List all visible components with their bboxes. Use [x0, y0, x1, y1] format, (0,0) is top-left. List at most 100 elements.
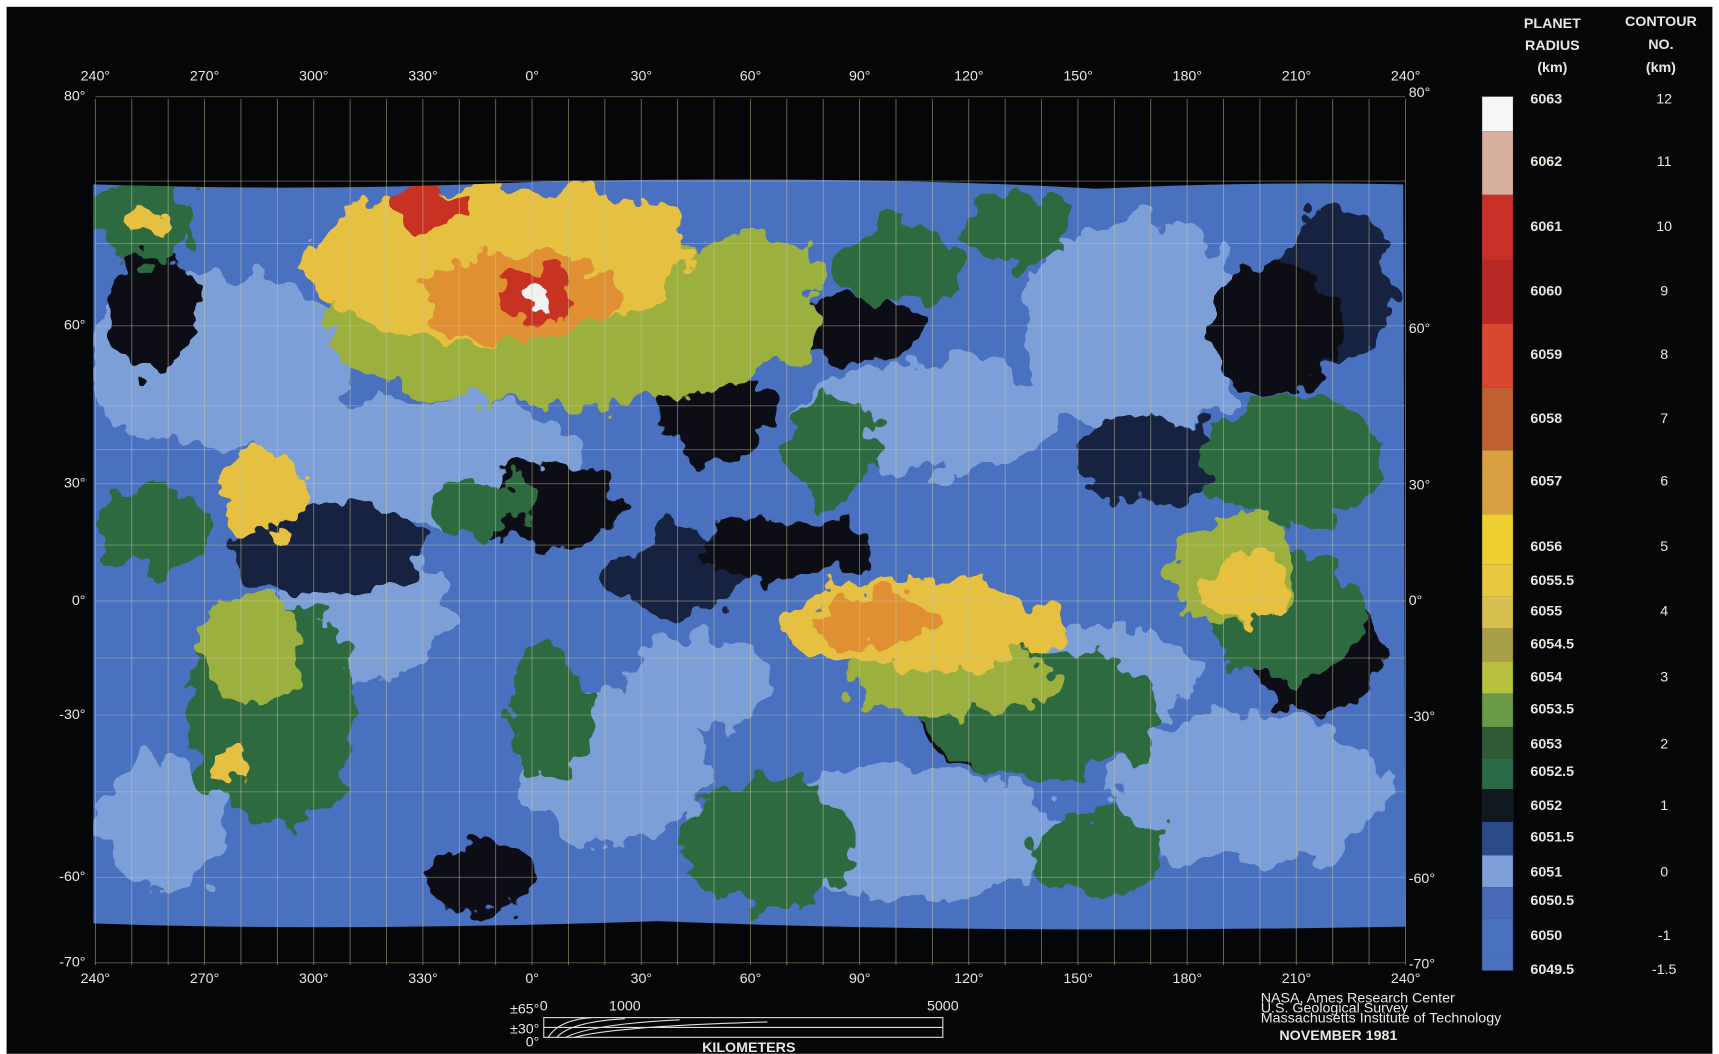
terrain-region — [964, 197, 1075, 264]
credit: NASA, Ames Research Center — [1261, 991, 1455, 1007]
radius-label: 6051 — [1530, 865, 1562, 881]
labels: 240° 270° 300° 330° 0° 30° 60° 90° 120° 150° 180° 2… — [59, 69, 1502, 1054]
credit: Massachusetts Institute of Technology — [1261, 1010, 1502, 1026]
longitude-label: 270° — [190, 69, 219, 85]
graticule — [94, 96, 1406, 965]
radius-label: 6053.5 — [1530, 701, 1574, 717]
legend-band — [1482, 887, 1513, 919]
radius-label: 6050.5 — [1530, 893, 1574, 909]
terrain-region — [1205, 263, 1338, 395]
longitude-label: 30° — [631, 971, 653, 987]
terrain-region — [1205, 559, 1294, 626]
scale-latitude-label: 0° — [526, 1035, 540, 1051]
radius-label: 6052.5 — [1530, 764, 1574, 780]
longitude-label: 120° — [954, 971, 983, 987]
radius-label: 6049.5 — [1530, 962, 1574, 978]
legend-band — [1482, 259, 1513, 324]
longitude-label: 150° — [1063, 971, 1092, 987]
legend-band — [1482, 514, 1513, 565]
latitude-label: -30° — [1409, 709, 1435, 725]
terrain-region — [624, 636, 779, 724]
radius-label: 6058 — [1530, 411, 1562, 427]
terrain-region — [427, 477, 538, 532]
legend-band — [1482, 953, 1513, 971]
radius-label: 6052 — [1530, 798, 1562, 814]
contour-label: 7 — [1660, 411, 1668, 427]
terrain-region — [219, 449, 307, 538]
radius-label: 6054 — [1530, 670, 1562, 686]
terrain-region — [427, 844, 538, 911]
terrain-region — [120, 208, 165, 242]
longitude-label: 180° — [1173, 69, 1202, 85]
scale-distance-label: 0 — [540, 998, 548, 1014]
scale-curves — [547, 1017, 768, 1038]
longitude-label: 240° — [1391, 69, 1420, 85]
contour-label: 8 — [1660, 347, 1668, 363]
legend-band — [1482, 918, 1513, 954]
longitude-label: 330° — [408, 69, 437, 85]
date: NOVEMBER 1981 — [1279, 1028, 1397, 1044]
radius-label: 6055.5 — [1530, 573, 1574, 589]
longitude-label: 0° — [525, 69, 539, 85]
latitude-label: 80° — [1409, 85, 1431, 101]
terrain-region — [504, 647, 593, 779]
contour-label: 9 — [1660, 284, 1668, 300]
terrain-region — [531, 281, 550, 315]
radius-label: 6063 — [1530, 92, 1562, 108]
legend-header: NO. — [1648, 37, 1673, 53]
terrain-region — [1118, 712, 1382, 867]
scale-latitude-label: ±30° — [510, 1021, 539, 1037]
radius-label: 6059 — [1530, 347, 1562, 363]
legend-band — [1482, 821, 1513, 856]
legend-band — [1482, 628, 1513, 662]
longitude-label: 210° — [1282, 69, 1311, 85]
radius-label: 6054.5 — [1530, 637, 1574, 653]
latitude-label: -60° — [1409, 871, 1435, 887]
contour-label: -1.5 — [1652, 962, 1677, 978]
terrain-region — [1030, 811, 1163, 900]
legend-band — [1482, 727, 1513, 759]
legend-band — [1482, 596, 1513, 629]
legend-band — [1482, 194, 1513, 260]
longitude-label: 120° — [954, 69, 983, 85]
terrain-region — [679, 778, 856, 911]
longitude-label: 270° — [190, 971, 219, 987]
latitude-label: 60° — [1409, 321, 1431, 337]
terrain-regions — [93, 179, 1393, 911]
legend-band — [1482, 693, 1513, 728]
legend-band — [1482, 758, 1513, 790]
latitude-label: 0° — [1409, 593, 1423, 609]
longitude-label: 60° — [740, 69, 762, 85]
terrain-region — [811, 592, 943, 648]
latitude-label: 60° — [64, 318, 86, 334]
legend-header: (km) — [1537, 60, 1567, 76]
topography — [93, 179, 1406, 930]
terrain-region — [701, 515, 878, 582]
legend-header: PLANET — [1524, 16, 1581, 32]
longitude-label: 30° — [631, 69, 653, 85]
longitude-label: 0° — [525, 971, 539, 987]
scale-latitude-label: ±65° — [510, 1002, 539, 1018]
scale-unit: KILOMETERS — [702, 1040, 795, 1054]
terrain-region — [213, 751, 247, 785]
radius-label: 6062 — [1530, 154, 1562, 170]
terrain-region — [197, 592, 307, 702]
terrain-region — [789, 394, 878, 505]
contour-label: 5 — [1660, 539, 1668, 555]
legend-band — [1482, 450, 1513, 515]
longitude-label: 240° — [81, 69, 110, 85]
legend-band — [1482, 387, 1513, 451]
longitude-label: 300° — [299, 971, 328, 987]
legend: PLANETRADIUS(km)CONTOURNO.(km)6063606260… — [1482, 14, 1697, 978]
legend-header: CONTOUR — [1625, 14, 1697, 30]
longitude-label: 240° — [81, 971, 110, 987]
longitude-label: 90° — [849, 971, 871, 987]
terrain-region — [833, 219, 965, 308]
longitude-label: 180° — [1173, 971, 1202, 987]
radius-label: 6060 — [1530, 284, 1562, 300]
legend-band — [1482, 564, 1513, 597]
longitude-label: 330° — [408, 971, 437, 987]
contour-label: 3 — [1660, 670, 1668, 686]
longitude-label: 150° — [1063, 69, 1092, 85]
radius-label: 6061 — [1530, 219, 1562, 235]
